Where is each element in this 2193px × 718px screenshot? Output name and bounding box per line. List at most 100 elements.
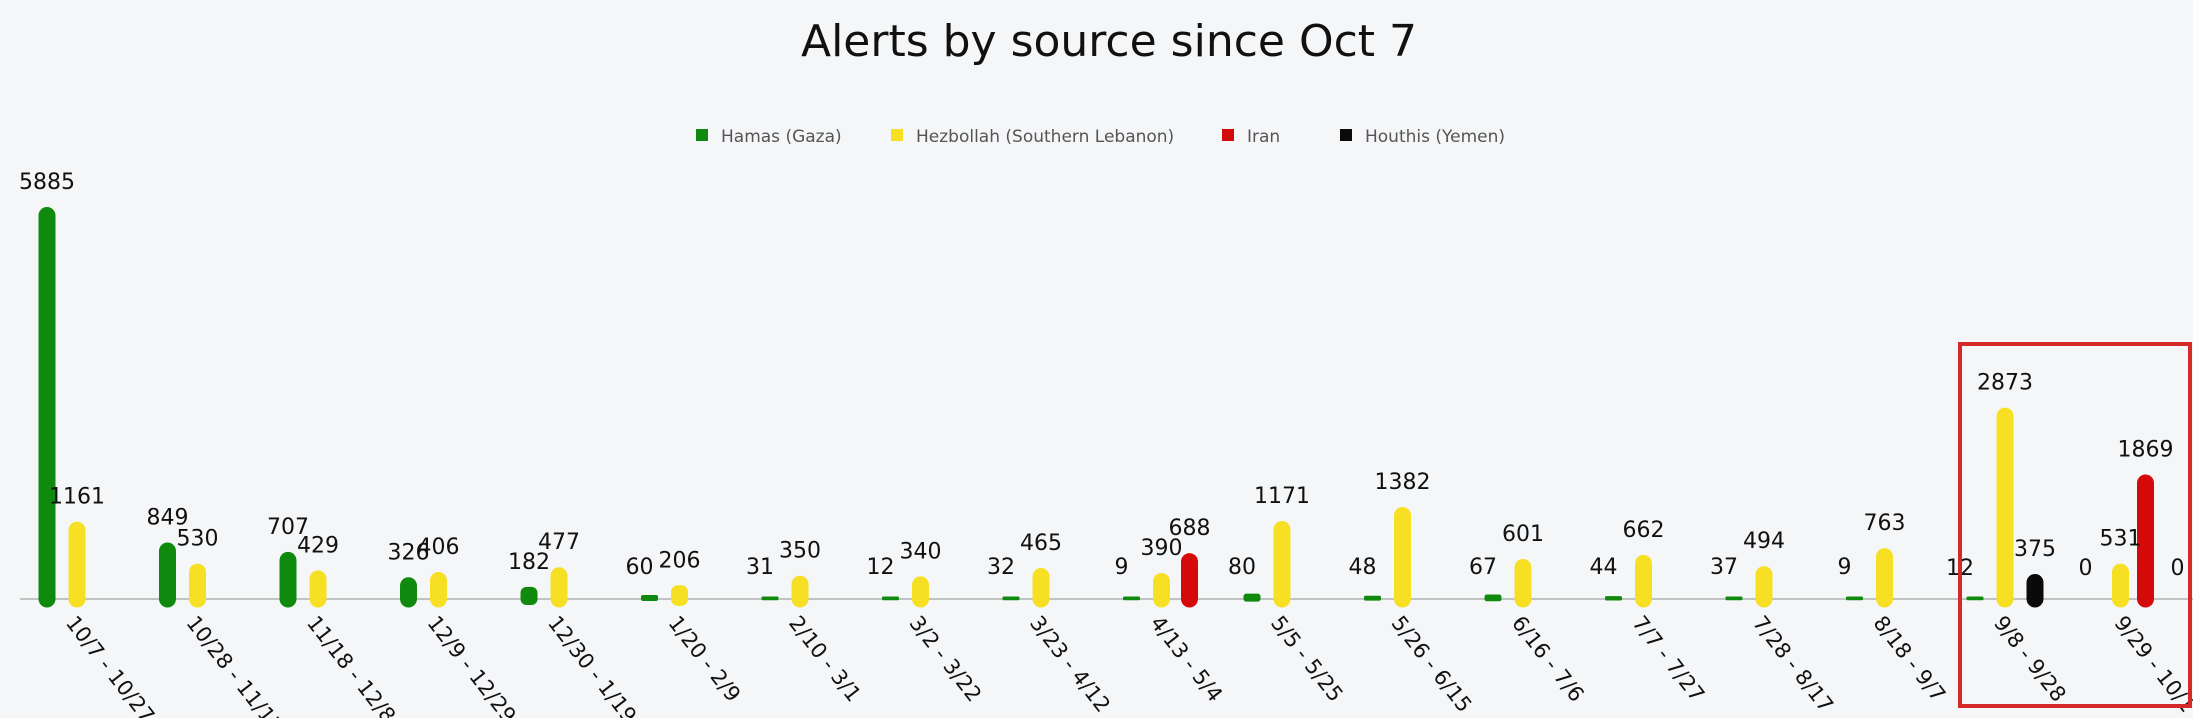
x-tick-label: 12/30 - 1/19 — [543, 611, 641, 718]
x-tick-label: 7/28 - 8/17 — [1748, 611, 1838, 717]
bar-hezbollah-southern-lebanon — [309, 570, 327, 608]
bar-hezbollah-southern-lebanon — [1273, 520, 1291, 608]
value-label-hamas-gaza: 0 — [2079, 556, 2093, 581]
chart-legend: Hamas (Gaza) Hezbollah (Southern Lebanon)… — [696, 127, 1505, 147]
value-label-hamas-gaza: 9 — [1838, 555, 1852, 580]
x-tick-label: 6/16 - 7/6 — [1507, 611, 1589, 706]
legend-label-iran: Iran — [1247, 127, 1280, 147]
value-label-hezbollah-southern-lebanon: 406 — [418, 535, 460, 560]
value-label-hezbollah-southern-lebanon: 390 — [1141, 536, 1183, 561]
bar-hezbollah-southern-lebanon — [550, 567, 568, 608]
bar-hamas-gaza — [641, 595, 658, 601]
bar-hezbollah-southern-lebanon — [912, 576, 929, 608]
chart-title: Alerts by source since Oct 7 — [801, 16, 1417, 67]
bar-hezbollah-southern-lebanon — [1153, 573, 1170, 608]
bar-hamas-gaza — [1605, 596, 1622, 601]
bar-hezbollah-southern-lebanon — [671, 585, 688, 606]
bar-hezbollah-southern-lebanon — [1996, 407, 2014, 608]
value-label-hamas-gaza: 37 — [1710, 555, 1738, 580]
bar-hezbollah-southern-lebanon — [1876, 548, 1893, 608]
value-label-hamas-gaza: 5885 — [19, 170, 75, 195]
value-label-hamas-gaza: 31 — [746, 555, 774, 580]
value-label-hamas-gaza: 80 — [1228, 555, 1256, 580]
bar-hamas-gaza — [38, 207, 56, 608]
bar-hamas-gaza — [1966, 596, 1984, 601]
value-label-houthis-yemen: 0 — [2171, 556, 2185, 581]
legend-label-houthis-yemen: Houthis (Yemen) — [1365, 127, 1505, 147]
legend-swatch-hezbollah-southern-lebanon — [891, 129, 903, 141]
value-label-iran: 1869 — [2118, 438, 2174, 463]
x-tick-label: 10/7 - 10/27 — [61, 611, 159, 718]
value-label-hezbollah-southern-lebanon: 662 — [1623, 518, 1665, 543]
value-label-hamas-gaza: 707 — [267, 515, 309, 540]
x-tick-label: 9/29 - 10/1 — [2110, 611, 2193, 717]
legend-label-hamas-gaza: Hamas (Gaza) — [721, 127, 842, 147]
value-label-hezbollah-southern-lebanon: 531 — [2100, 527, 2142, 552]
value-label-hezbollah-southern-lebanon: 763 — [1864, 511, 1906, 536]
legend-swatch-hamas-gaza — [696, 129, 708, 141]
legend-label-hezbollah-southern-lebanon: Hezbollah (Southern Lebanon) — [916, 127, 1174, 147]
bar-hamas-gaza — [1484, 594, 1502, 602]
x-tick-label: 2/10 - 3/1 — [784, 611, 866, 706]
bar-hamas-gaza — [882, 596, 899, 601]
legend-swatch-houthis-yemen — [1340, 129, 1352, 141]
bar-hezbollah-southern-lebanon — [1032, 568, 1050, 608]
value-label-hamas-gaza: 12 — [867, 555, 895, 580]
value-label-hamas-gaza: 60 — [626, 555, 654, 580]
bar-hamas-gaza — [279, 551, 297, 608]
bar-hezbollah-southern-lebanon — [1635, 554, 1652, 608]
value-label-hezbollah-southern-lebanon: 206 — [659, 548, 701, 573]
value-label-hezbollah-southern-lebanon: 1382 — [1375, 470, 1431, 495]
value-label-hezbollah-southern-lebanon: 429 — [297, 533, 339, 558]
value-label-hezbollah-southern-lebanon: 1161 — [49, 485, 105, 510]
bar-hamas-gaza — [1243, 593, 1261, 602]
bar-hezbollah-southern-lebanon — [189, 563, 206, 608]
bar-hamas-gaza — [761, 596, 779, 601]
x-tick-label: 3/23 - 4/12 — [1025, 611, 1115, 717]
value-label-hamas-gaza: 849 — [147, 505, 189, 530]
value-label-hamas-gaza: 44 — [1590, 555, 1618, 580]
value-label-hamas-gaza: 326 — [388, 540, 430, 565]
bar-hamas-gaza — [1725, 596, 1743, 601]
bar-hamas-gaza — [400, 577, 417, 608]
value-label-hamas-gaza: 182 — [508, 550, 550, 575]
chart-bars — [38, 207, 2154, 608]
bar-hamas-gaza — [1002, 596, 1020, 601]
value-label-hezbollah-southern-lebanon: 340 — [900, 539, 942, 564]
value-label-hezbollah-southern-lebanon: 2873 — [1977, 371, 2033, 396]
bar-hezbollah-southern-lebanon — [1514, 558, 1532, 608]
bar-hezbollah-southern-lebanon — [791, 575, 809, 608]
value-label-hamas-gaza: 9 — [1115, 555, 1129, 580]
bar-hamas-gaza — [1123, 596, 1140, 601]
bar-hezbollah-southern-lebanon — [430, 571, 447, 608]
value-label-hamas-gaza: 32 — [987, 555, 1015, 580]
bar-hezbollah-southern-lebanon — [1755, 566, 1773, 608]
bar-hamas-gaza — [520, 586, 538, 606]
value-label-hezbollah-southern-lebanon: 350 — [779, 539, 821, 564]
bar-hezbollah-southern-lebanon — [68, 521, 86, 608]
x-tick-label: 9/8 - 9/28 — [1989, 611, 2071, 706]
bar-houthis-yemen — [2026, 574, 2044, 608]
bar-hamas-gaza — [1846, 596, 1863, 601]
bar-hezbollah-southern-lebanon — [2112, 563, 2129, 608]
x-tick-label: 8/18 - 9/7 — [1869, 611, 1951, 706]
legend-swatch-iran — [1222, 129, 1234, 141]
value-label-hezbollah-southern-lebanon: 1171 — [1254, 484, 1310, 509]
value-label-hezbollah-southern-lebanon: 601 — [1502, 522, 1544, 547]
value-label-hamas-gaza: 67 — [1469, 555, 1497, 580]
x-tick-label: 5/5 - 5/25 — [1266, 611, 1348, 706]
x-tick-label: 5/26 - 6/15 — [1387, 611, 1477, 717]
x-tick-label: 12/9 - 12/29 — [423, 611, 521, 718]
x-tick-label: 10/28 - 11/17 — [182, 611, 288, 718]
x-axis-ticks — [76, 599, 2126, 606]
x-tick-label: 7/7 - 7/27 — [1628, 611, 1710, 706]
value-label-iran: 688 — [1169, 516, 1211, 541]
bar-iran — [2137, 474, 2154, 608]
value-label-hezbollah-southern-lebanon: 530 — [177, 527, 219, 552]
value-label-hezbollah-southern-lebanon: 494 — [1743, 529, 1785, 554]
bar-hezbollah-southern-lebanon — [1394, 506, 1411, 608]
highlight-box — [1958, 342, 2192, 708]
value-label-hezbollah-southern-lebanon: 477 — [538, 530, 580, 555]
